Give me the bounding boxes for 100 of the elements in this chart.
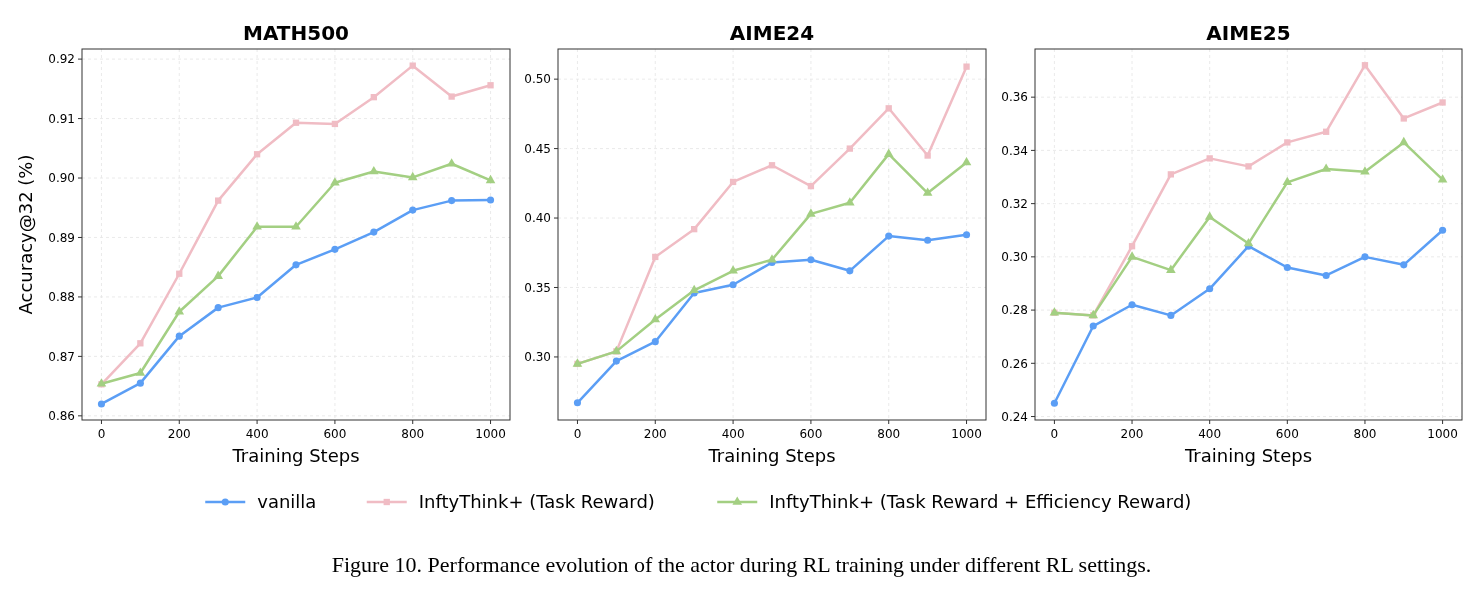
point [486, 196, 495, 204]
point [448, 197, 456, 205]
point [612, 357, 620, 365]
point [1361, 62, 1369, 69]
legend-label: InftyThink+ (Task Reward + Efficiency Reward) [769, 491, 1192, 513]
y-tick-label: 0.92 [48, 52, 75, 67]
point [370, 94, 377, 101]
point [448, 93, 455, 100]
x-tick-label: 800 [401, 427, 425, 441]
point [962, 231, 971, 239]
x-tick-label: 1000 [951, 427, 982, 441]
point [485, 174, 496, 184]
point [1439, 226, 1447, 234]
point [807, 182, 815, 190]
point [136, 379, 144, 387]
point [729, 178, 737, 186]
point [689, 284, 699, 294]
y-tick-label: 0.35 [524, 280, 551, 295]
point [487, 82, 494, 89]
point [963, 63, 970, 70]
point [331, 245, 339, 253]
y-tick-label: 0.90 [48, 171, 75, 186]
point [846, 145, 853, 152]
point [174, 306, 185, 315]
y-tick-label: 0.88 [48, 290, 75, 305]
point [1283, 263, 1291, 272]
point [331, 120, 339, 128]
point [883, 148, 894, 157]
point [691, 225, 698, 233]
point [1243, 238, 1254, 247]
point [1245, 163, 1252, 170]
point [369, 165, 379, 175]
point [728, 265, 738, 274]
x-axis-title: Training Steps [707, 445, 836, 466]
y-axis-title: Accuracy@32 (%) [15, 154, 36, 315]
y-tick-label: 0.32 [1001, 196, 1028, 211]
x-tick-label: 400 [1198, 427, 1222, 441]
y-tick-label: 0.34 [1001, 143, 1028, 158]
y-tick-label: 0.89 [48, 230, 75, 245]
x-axis-title: Training Steps [1183, 445, 1313, 466]
point [922, 187, 933, 196]
y-tick-label: 0.26 [1001, 356, 1028, 371]
point [1204, 211, 1215, 220]
x-tick-label: 200 [167, 427, 191, 441]
point [885, 105, 892, 112]
point [97, 400, 106, 408]
point [807, 256, 815, 264]
point [729, 281, 737, 289]
point [135, 367, 146, 376]
point [1361, 253, 1369, 261]
point [292, 261, 300, 269]
x-axis-title: Training Steps [231, 445, 360, 466]
point [1206, 285, 1214, 293]
chart-title: AIME25 [1206, 21, 1291, 45]
point [1128, 301, 1136, 309]
y-tick-label: 0.28 [1001, 303, 1028, 318]
point [1322, 128, 1330, 135]
point [1167, 171, 1175, 178]
x-tick-label: 400 [245, 427, 269, 441]
point [1322, 271, 1330, 280]
point [409, 206, 417, 214]
point [175, 332, 183, 340]
point [1206, 155, 1213, 162]
point [215, 197, 222, 204]
x-tick-label: 800 [1353, 427, 1377, 441]
legend-label: vanilla [257, 491, 317, 513]
x-tick-label: 600 [799, 427, 823, 441]
point [924, 236, 932, 244]
point [1400, 115, 1407, 122]
x-tick-label: 800 [877, 427, 901, 441]
point [1166, 264, 1176, 273]
point [137, 340, 144, 347]
point [1398, 136, 1409, 146]
point [573, 399, 582, 407]
chart-title: MATH500 [243, 21, 349, 45]
point [1439, 99, 1446, 106]
point [845, 197, 855, 206]
point [407, 171, 418, 181]
point [846, 267, 854, 275]
point [252, 221, 262, 230]
point [1400, 261, 1408, 269]
x-tick-label: 0 [573, 427, 582, 441]
point [1089, 322, 1097, 330]
point [651, 338, 659, 346]
point [176, 270, 183, 277]
x-tick-label: 0 [97, 427, 106, 441]
point [1127, 251, 1137, 260]
y-tick-label: 0.45 [524, 141, 551, 156]
point [1050, 399, 1058, 407]
point [370, 228, 378, 236]
point [1321, 163, 1331, 172]
y-tick-label: 0.24 [1001, 409, 1028, 424]
point [768, 162, 776, 169]
x-tick-label: 400 [721, 427, 745, 441]
legend-label: InftyThink+ (Task Reward) [418, 491, 655, 513]
x-tick-label: 1000 [475, 427, 506, 441]
x-tick-label: 0 [1050, 427, 1059, 441]
point [446, 158, 457, 167]
point [330, 177, 340, 186]
y-tick-label: 0.91 [48, 111, 75, 126]
